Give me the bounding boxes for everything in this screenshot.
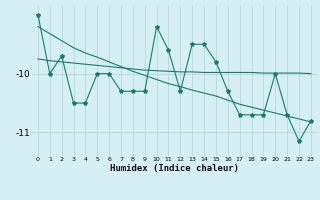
X-axis label: Humidex (Indice chaleur): Humidex (Indice chaleur) [110, 164, 239, 173]
